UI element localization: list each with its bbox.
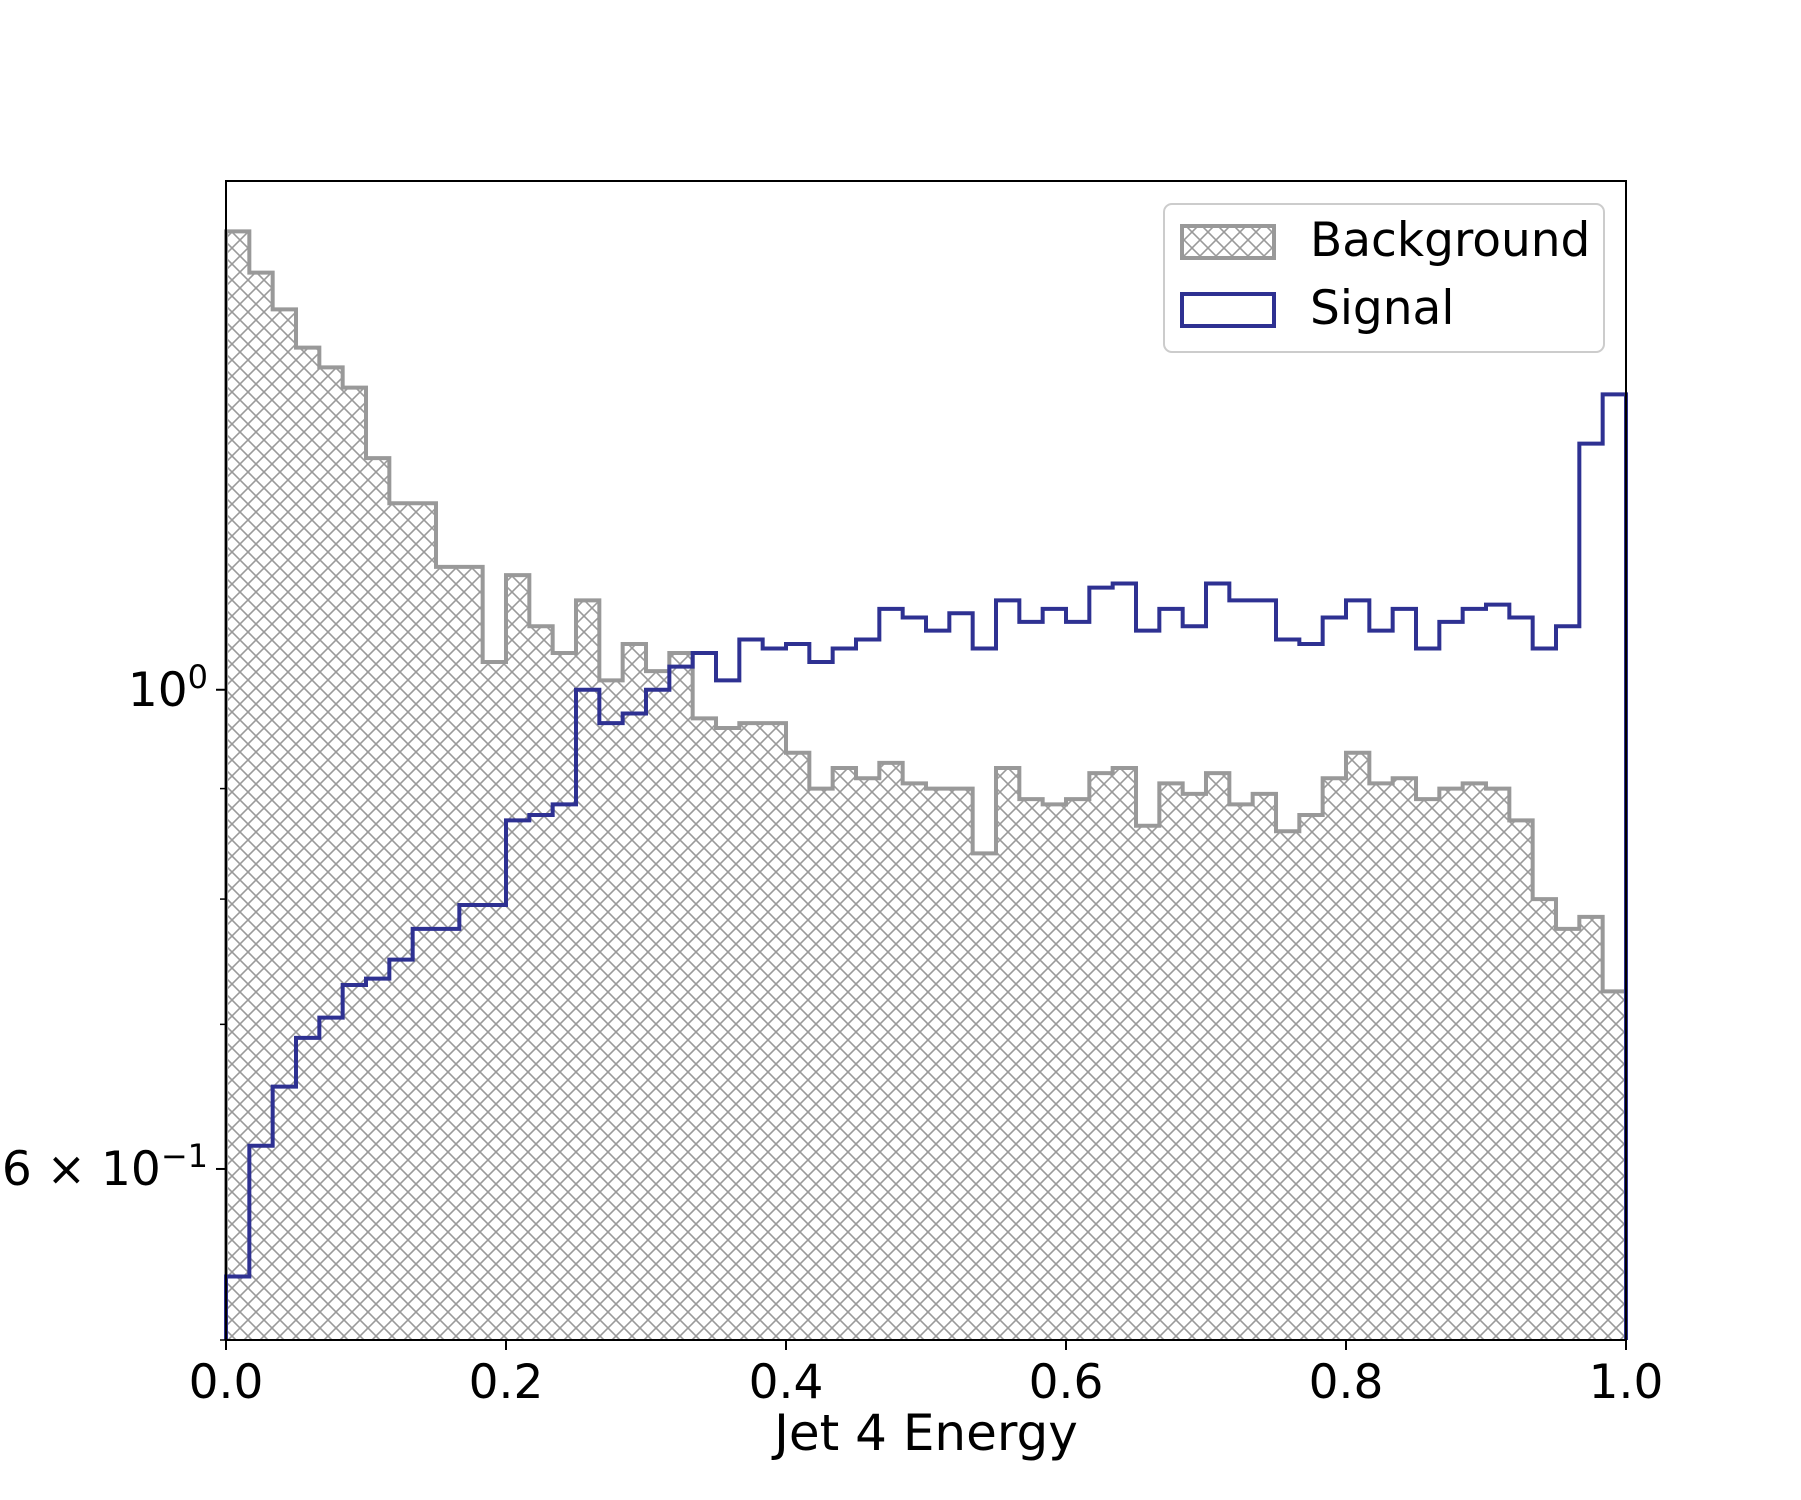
x-axis: 0.0 0.2 0.4 0.6 0.8 1.0 (189, 1340, 1664, 1410)
x-tick-label: 1.0 (1589, 1355, 1664, 1410)
background-bar (786, 752, 810, 1340)
x-tick-label: 0.6 (1029, 1355, 1104, 1410)
background-bar (716, 728, 740, 1340)
background-bar (856, 778, 880, 1340)
background-bar (1416, 799, 1440, 1340)
background-outline (224, 229, 1628, 1340)
background-bar (949, 788, 974, 1340)
background-bar (902, 783, 927, 1340)
background-bar (459, 566, 484, 1340)
y-tick-label: 100 (128, 658, 208, 718)
background-bar (1089, 773, 1114, 1340)
background-bar (1462, 783, 1487, 1340)
legend-label-signal: Signal (1310, 281, 1454, 336)
x-axis-label: Jet 4 Energy (771, 1404, 1078, 1462)
signal-outline (224, 392, 1628, 1340)
background-bar (272, 309, 297, 1340)
legend: Background Signal (1163, 203, 1605, 353)
background-bar (1042, 804, 1067, 1340)
background-bar (646, 671, 670, 1340)
background-bar (436, 566, 460, 1340)
background-bar (1206, 773, 1230, 1340)
background-bar (1136, 825, 1160, 1340)
background-bar (1159, 783, 1184, 1340)
background-bar (249, 272, 274, 1340)
background-bar (739, 723, 764, 1340)
background-bar (762, 723, 787, 1340)
background-bar (1229, 804, 1254, 1340)
background-bar (1182, 793, 1207, 1340)
background-bar (832, 767, 857, 1340)
legend-swatch-signal (1180, 292, 1276, 328)
background-bar (1392, 778, 1417, 1340)
background-bar (669, 652, 694, 1340)
background-bar (1509, 820, 1534, 1340)
background-bar (1276, 831, 1300, 1340)
background-bar (1486, 788, 1510, 1340)
background-bar (1369, 783, 1394, 1340)
background-bar (342, 387, 367, 1340)
background-bar (972, 853, 997, 1340)
y-tick-label: 6 × 10−1 (2, 1137, 208, 1197)
background-bar (1252, 793, 1277, 1340)
legend-swatch-background (1180, 224, 1276, 260)
background-bars (226, 231, 1627, 1340)
background-bar (389, 503, 414, 1340)
background-bar (1066, 799, 1090, 1340)
x-tick-label: 0.2 (469, 1355, 544, 1410)
background-bar (1112, 767, 1137, 1340)
background-bar (879, 762, 904, 1340)
background-bar (809, 788, 834, 1340)
plot-area (224, 180, 1630, 1341)
background-bar (319, 367, 344, 1340)
background-bar (296, 347, 320, 1340)
background-bar (506, 575, 530, 1340)
background-bar (529, 626, 554, 1340)
background-bar (1299, 815, 1324, 1340)
background-bar (1346, 752, 1370, 1340)
y-axis: 100 6 × 10−1 (2, 658, 226, 1341)
background-bar (1579, 916, 1604, 1340)
background-bar (1532, 899, 1557, 1340)
background-bar (482, 662, 507, 1340)
background-bar (1602, 991, 1627, 1340)
background-bar (622, 643, 647, 1340)
background-bar (996, 767, 1020, 1340)
background-bar (1019, 799, 1044, 1340)
background-bar (692, 718, 717, 1340)
x-tick-label: 0.8 (1309, 1355, 1384, 1410)
background-bar (1322, 778, 1347, 1340)
x-tick-label: 0.4 (749, 1355, 824, 1410)
x-tick-label: 0.0 (189, 1355, 264, 1410)
background-bar (1556, 928, 1580, 1340)
legend-label-background: Background (1310, 213, 1590, 268)
plot-frame (225, 180, 1627, 1341)
background-bar (1439, 788, 1464, 1340)
background-bar (926, 788, 950, 1340)
background-bar (599, 680, 624, 1340)
background-bar (552, 652, 577, 1340)
background-bar (412, 503, 437, 1340)
background-bar (366, 458, 390, 1340)
background-bar (226, 231, 250, 1340)
background-bar (576, 600, 600, 1340)
